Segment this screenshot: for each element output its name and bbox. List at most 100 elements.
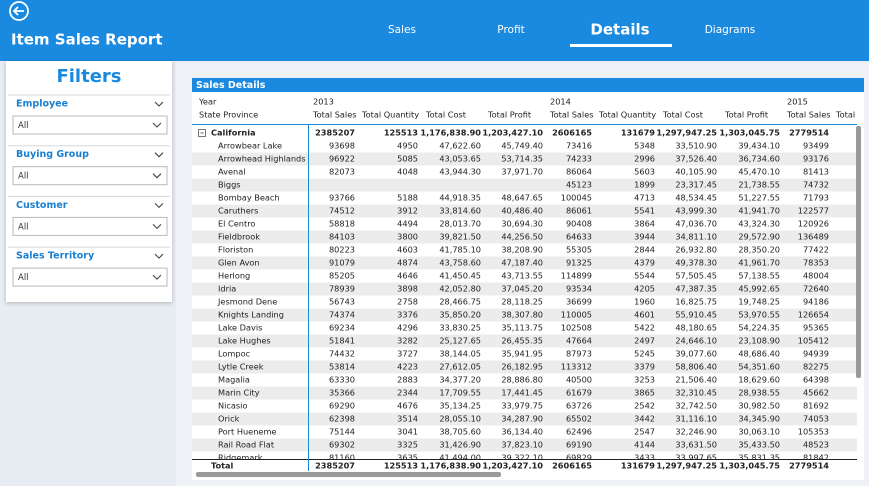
cell-value: 74233 [566, 154, 592, 164]
cell-value: 43,944.30 [439, 167, 481, 177]
column-header: Total Sales [312, 110, 357, 120]
cell-value: 81692 [803, 401, 829, 411]
chevron[interactable] [154, 203, 164, 209]
cell-value: 2542 [634, 401, 655, 411]
row-stripe [192, 360, 857, 374]
cell-value: 5188 [397, 193, 418, 203]
filter-label: Employee [16, 99, 68, 110]
cell-value: 34,345.90 [738, 414, 780, 424]
cell-value: 48,180.65 [675, 323, 717, 333]
filter-dropdown[interactable] [12, 166, 168, 186]
cell-value: 1,203,427.10 [482, 128, 543, 138]
row-label: Knights Landing [218, 310, 284, 320]
cell-value: 62398 [329, 414, 355, 424]
cell-value: 1,297,947.25 [656, 461, 717, 471]
cell-value: 3727 [397, 349, 418, 359]
cell-value: 30,982.50 [738, 401, 780, 411]
cell-value: 93176 [803, 154, 829, 164]
cell-value: 19,748.25 [738, 297, 780, 307]
cell-value: 4950 [397, 141, 418, 151]
chevron[interactable] [154, 253, 164, 259]
cell-value: 69829 [566, 453, 592, 463]
row-stripe [192, 334, 857, 348]
row-stripe [192, 256, 857, 270]
filter-dropdown[interactable] [12, 115, 168, 135]
cell-value: 63330 [329, 375, 355, 385]
cell-value: 3433 [634, 453, 655, 463]
cell-value: 47,622.60 [439, 141, 481, 151]
cell-value: 51841 [329, 336, 355, 346]
cell-value: 113312 [561, 362, 592, 372]
cell-value: 47664 [566, 336, 592, 346]
cell-value: 28,466.75 [439, 297, 481, 307]
cell-value: 53814 [329, 362, 355, 372]
cell-value: 36699 [566, 297, 592, 307]
cell-value: 4676 [397, 401, 418, 411]
chevron[interactable] [152, 274, 162, 280]
cell-value: 86064 [566, 167, 592, 177]
cell-value: 35,831.35 [738, 453, 780, 463]
cell-value: 2547 [634, 427, 655, 437]
cell-value: 64398 [803, 375, 829, 385]
cell-value: 80223 [329, 245, 355, 255]
cell-value: 40,105.90 [675, 167, 717, 177]
cell-value: 2606165 [552, 128, 592, 138]
filter-dropdown[interactable] [12, 216, 168, 236]
cell-value: 1,297,947.25 [656, 128, 717, 138]
nav-tab[interactable]: Diagrams [705, 24, 756, 36]
cell-value: 120926 [798, 219, 829, 229]
nav-tab[interactable]: Sales [388, 24, 416, 36]
cell-value: 4874 [397, 258, 418, 268]
cell-value: 24,646.10 [675, 336, 717, 346]
column-header: Total Profit [487, 110, 532, 120]
cell-value: 81842 [803, 453, 829, 463]
chevron[interactable] [152, 122, 162, 128]
cell-value: 37,971.70 [501, 167, 543, 177]
cell-value: 28,886.80 [501, 375, 543, 385]
cell-value: 40500 [566, 375, 592, 385]
nav-tab[interactable]: Details [590, 21, 649, 39]
row-label: Lytle Creek [218, 362, 264, 372]
chevron[interactable] [152, 173, 162, 179]
back-button[interactable] [9, 1, 29, 21]
year-label: 2015 [787, 97, 808, 107]
cell-value: 43,713.55 [501, 271, 543, 281]
row-label: Idria [218, 284, 236, 294]
active-tab-underline [570, 44, 672, 47]
cell-value: 26,455.35 [501, 336, 543, 346]
cell-value: 1,303,045.75 [719, 461, 780, 471]
cell-value: 35366 [329, 388, 355, 398]
cell-value: 3944 [634, 232, 655, 242]
row-header: State Province [199, 110, 258, 120]
row-stripe [192, 386, 857, 400]
cell-value: 55,910.45 [675, 310, 717, 320]
row-label: Rail Road Flat [218, 440, 275, 450]
cell-value: 3442 [634, 414, 655, 424]
filter-value: All [18, 222, 29, 232]
row-label: Arrowhead Highlands [218, 154, 306, 164]
filter-dropdown[interactable] [12, 267, 168, 287]
horizontal-scrollbar[interactable] [196, 472, 501, 477]
column-header: Total [835, 110, 855, 120]
row-stripe [192, 308, 857, 322]
chevron[interactable] [152, 224, 162, 230]
row-label: Total [211, 461, 234, 471]
nav-tab[interactable]: Profit [497, 24, 524, 36]
cell-value: 3282 [397, 336, 418, 346]
cell-value: 38,208.90 [501, 245, 543, 255]
column-header: Total Profit [724, 110, 769, 120]
cell-value: 30,694.30 [501, 219, 543, 229]
cell-value: 34,377.20 [439, 375, 481, 385]
cell-value: 86061 [566, 206, 592, 216]
cell-value: 4379 [634, 258, 655, 268]
chevron[interactable] [154, 152, 164, 158]
table-title-bar [192, 78, 864, 92]
row-label: Lake Davis [218, 323, 262, 333]
chevron[interactable] [154, 101, 164, 107]
cell-value: 33,631.50 [675, 440, 717, 450]
cell-value: 28,055.10 [439, 414, 481, 424]
cell-value: 38,705.60 [439, 427, 481, 437]
vertical-scrollbar[interactable] [856, 126, 861, 378]
cell-value: 2779514 [789, 461, 829, 471]
cell-value: 93499 [803, 141, 829, 151]
